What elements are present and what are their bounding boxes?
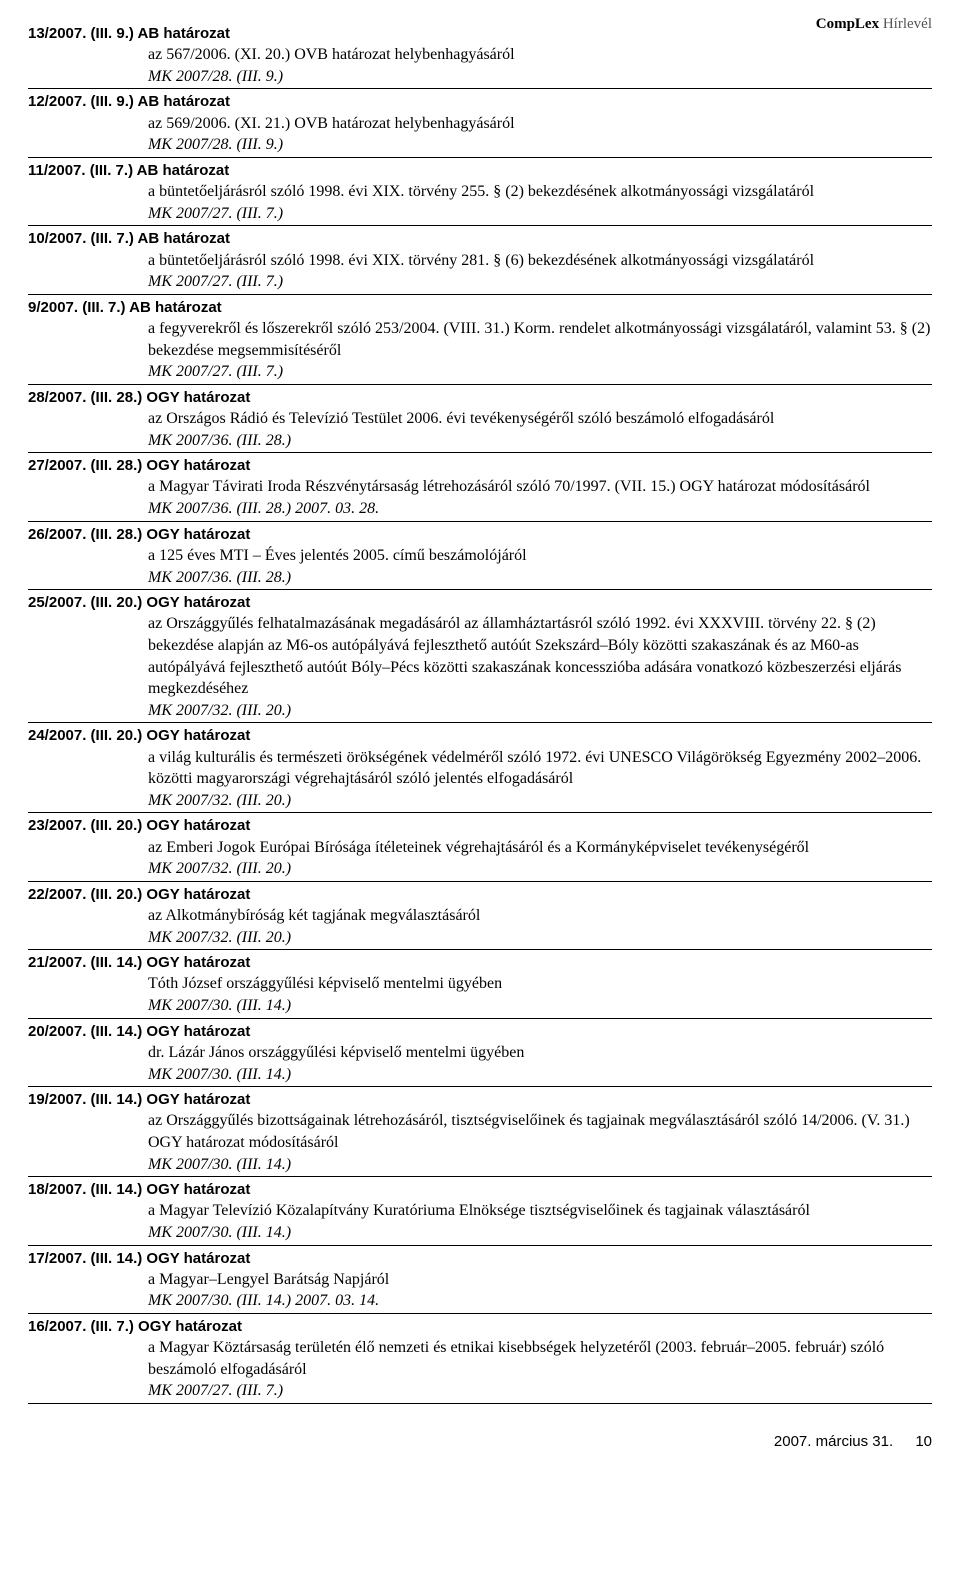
entry: 20/2007. (III. 14.) OGY határozatdr. Láz… xyxy=(28,1022,932,1087)
entry-title: 10/2007. (III. 7.) AB határozat xyxy=(28,229,932,249)
entry-title: 17/2007. (III. 14.) OGY határozat xyxy=(28,1249,932,1269)
entry-description: a 125 éves MTI – Éves jelentés 2005. cím… xyxy=(148,545,932,567)
entry-reference: MK 2007/32. (III. 20.) xyxy=(148,702,291,719)
entry: 25/2007. (III. 20.) OGY határozataz Orsz… xyxy=(28,593,932,723)
entry-body: a Magyar Távirati Iroda Részvénytársaság… xyxy=(148,476,932,519)
entry-body: az Alkotmánybíróság két tagjának megvála… xyxy=(148,905,932,948)
entry-body: az Emberi Jogok Európai Bírósága ítélete… xyxy=(148,837,932,880)
entry-reference: MK 2007/32. (III. 20.) xyxy=(148,860,291,877)
entry-reference: MK 2007/30. (III. 14.) xyxy=(148,1224,291,1241)
entry-body: a fegyverekről és lőszerekről szóló 253/… xyxy=(148,318,932,383)
entry-description: Tóth József országgyűlési képviselő ment… xyxy=(148,973,932,995)
entry-body: dr. Lázár János országgyűlési képviselő … xyxy=(148,1042,932,1085)
entry-title: 28/2007. (III. 28.) OGY határozat xyxy=(28,388,932,408)
entry-title: 13/2007. (III. 9.) AB határozat xyxy=(28,24,932,44)
entry-reference: MK 2007/30. (III. 14.) xyxy=(148,1156,291,1173)
entry-reference: MK 2007/32. (III. 20.) xyxy=(148,792,291,809)
entry-body: az 569/2006. (XI. 21.) OVB határozat hel… xyxy=(148,113,932,156)
entry-description: a világ kulturális és természeti örökség… xyxy=(148,747,932,790)
entry: 24/2007. (III. 20.) OGY határozata világ… xyxy=(28,726,932,813)
entry: 12/2007. (III. 9.) AB határozataz 569/20… xyxy=(28,92,932,157)
entry: 27/2007. (III. 28.) OGY határozata Magya… xyxy=(28,456,932,521)
entry-body: a Magyar Köztársaság területén élő nemze… xyxy=(148,1337,932,1402)
entry-description: a büntetőeljárásról szóló 1998. évi XIX.… xyxy=(148,250,932,272)
entry-title: 22/2007. (III. 20.) OGY határozat xyxy=(28,885,932,905)
entry-title: 27/2007. (III. 28.) OGY határozat xyxy=(28,456,932,476)
brand-sub: Hírlevél xyxy=(883,16,932,32)
entry-body: a Magyar–Lengyel Barátság NapjárólMK 200… xyxy=(148,1269,932,1312)
entry-reference: MK 2007/36. (III. 28.) xyxy=(148,432,291,449)
entry-description: a Magyar Távirati Iroda Részvénytársaság… xyxy=(148,476,932,498)
brand-name: CompLex xyxy=(816,16,879,32)
page-footer: 2007. március 31. 10 xyxy=(28,1432,932,1452)
entry-title: 21/2007. (III. 14.) OGY határozat xyxy=(28,953,932,973)
entry: 21/2007. (III. 14.) OGY határozatTóth Jó… xyxy=(28,953,932,1018)
entry: 10/2007. (III. 7.) AB határozata büntető… xyxy=(28,229,932,294)
entry-reference: MK 2007/36. (III. 28.) xyxy=(148,569,291,586)
entry-title: 12/2007. (III. 9.) AB határozat xyxy=(28,92,932,112)
entry-reference: MK 2007/30. (III. 14.) xyxy=(148,1066,291,1083)
entry-description: a Magyar Televízió Közalapítvány Kuratór… xyxy=(148,1200,932,1222)
entry-description: az 569/2006. (XI. 21.) OVB határozat hel… xyxy=(148,113,932,135)
entry-title: 20/2007. (III. 14.) OGY határozat xyxy=(28,1022,932,1042)
entry-body: az Országgyűlés felhatalmazásának megadá… xyxy=(148,613,932,721)
entry-title: 11/2007. (III. 7.) AB határozat xyxy=(28,161,932,181)
page-header: CompLex Hírlevél xyxy=(816,14,932,34)
entry-description: a Magyar–Lengyel Barátság Napjáról xyxy=(148,1269,932,1291)
entry-body: az Országos Rádió és Televízió Testület … xyxy=(148,408,932,451)
entry-body: a büntetőeljárásról szóló 1998. évi XIX.… xyxy=(148,250,932,293)
entry-title: 23/2007. (III. 20.) OGY határozat xyxy=(28,816,932,836)
entry-reference: MK 2007/30. (III. 14.) 2007. 03. 14. xyxy=(148,1292,379,1309)
entry-title: 26/2007. (III. 28.) OGY határozat xyxy=(28,525,932,545)
entry-reference: MK 2007/27. (III. 7.) xyxy=(148,1382,283,1399)
entry-body: az Országgyűlés bizottságainak létrehozá… xyxy=(148,1110,932,1175)
entry-title: 18/2007. (III. 14.) OGY határozat xyxy=(28,1180,932,1200)
entry: 19/2007. (III. 14.) OGY határozataz Orsz… xyxy=(28,1090,932,1177)
entry-body: a Magyar Televízió Közalapítvány Kuratór… xyxy=(148,1200,932,1243)
entry-body: Tóth József országgyűlési képviselő ment… xyxy=(148,973,932,1016)
entry-description: az Emberi Jogok Európai Bírósága ítélete… xyxy=(148,837,932,859)
entry: 23/2007. (III. 20.) OGY határozataz Embe… xyxy=(28,816,932,881)
entry-reference: MK 2007/28. (III. 9.) xyxy=(148,68,283,85)
entry-title: 16/2007. (III. 7.) OGY határozat xyxy=(28,1317,932,1337)
entry: 17/2007. (III. 14.) OGY határozata Magya… xyxy=(28,1249,932,1314)
entry-description: az Alkotmánybíróság két tagjának megvála… xyxy=(148,905,932,927)
entry-body: a világ kulturális és természeti örökség… xyxy=(148,747,932,812)
entry-description: a büntetőeljárásról szóló 1998. évi XIX.… xyxy=(148,181,932,203)
entry: 13/2007. (III. 9.) AB határozataz 567/20… xyxy=(28,24,932,89)
entry-description: dr. Lázár János országgyűlési képviselő … xyxy=(148,1042,932,1064)
entry-title: 24/2007. (III. 20.) OGY határozat xyxy=(28,726,932,746)
entry-reference: MK 2007/27. (III. 7.) xyxy=(148,273,283,290)
entry: 22/2007. (III. 20.) OGY határozataz Alko… xyxy=(28,885,932,950)
entry: 26/2007. (III. 28.) OGY határozata 125 é… xyxy=(28,525,932,590)
footer-date: 2007. március 31. xyxy=(774,1433,893,1450)
entry: 11/2007. (III. 7.) AB határozata büntető… xyxy=(28,161,932,226)
entry-description: a fegyverekről és lőszerekről szóló 253/… xyxy=(148,318,932,361)
entry-description: az 567/2006. (XI. 20.) OVB határozat hel… xyxy=(148,44,932,66)
entry: 16/2007. (III. 7.) OGY határozata Magyar… xyxy=(28,1317,932,1404)
footer-page: 10 xyxy=(915,1433,932,1450)
entry-body: az 567/2006. (XI. 20.) OVB határozat hel… xyxy=(148,44,932,87)
entry-description: az Országgyűlés felhatalmazásának megadá… xyxy=(148,613,932,699)
entry: 9/2007. (III. 7.) AB határozata fegyvere… xyxy=(28,298,932,385)
entries-list: 13/2007. (III. 9.) AB határozataz 567/20… xyxy=(28,24,932,1404)
entry-body: a büntetőeljárásról szóló 1998. évi XIX.… xyxy=(148,181,932,224)
entry: 18/2007. (III. 14.) OGY határozata Magya… xyxy=(28,1180,932,1245)
entry-body: a 125 éves MTI – Éves jelentés 2005. cím… xyxy=(148,545,932,588)
entry-description: az Országos Rádió és Televízió Testület … xyxy=(148,408,932,430)
entry-title: 25/2007. (III. 20.) OGY határozat xyxy=(28,593,932,613)
entry-title: 9/2007. (III. 7.) AB határozat xyxy=(28,298,932,318)
entry-reference: MK 2007/28. (III. 9.) xyxy=(148,136,283,153)
entry-reference: MK 2007/30. (III. 14.) xyxy=(148,997,291,1014)
entry-reference: MK 2007/27. (III. 7.) xyxy=(148,363,283,380)
entry-reference: MK 2007/36. (III. 28.) 2007. 03. 28. xyxy=(148,500,379,517)
entry-title: 19/2007. (III. 14.) OGY határozat xyxy=(28,1090,932,1110)
entry-description: a Magyar Köztársaság területén élő nemze… xyxy=(148,1337,932,1380)
entry-description: az Országgyűlés bizottságainak létrehozá… xyxy=(148,1110,932,1153)
entry: 28/2007. (III. 28.) OGY határozataz Orsz… xyxy=(28,388,932,453)
entry-reference: MK 2007/32. (III. 20.) xyxy=(148,929,291,946)
entry-reference: MK 2007/27. (III. 7.) xyxy=(148,205,283,222)
